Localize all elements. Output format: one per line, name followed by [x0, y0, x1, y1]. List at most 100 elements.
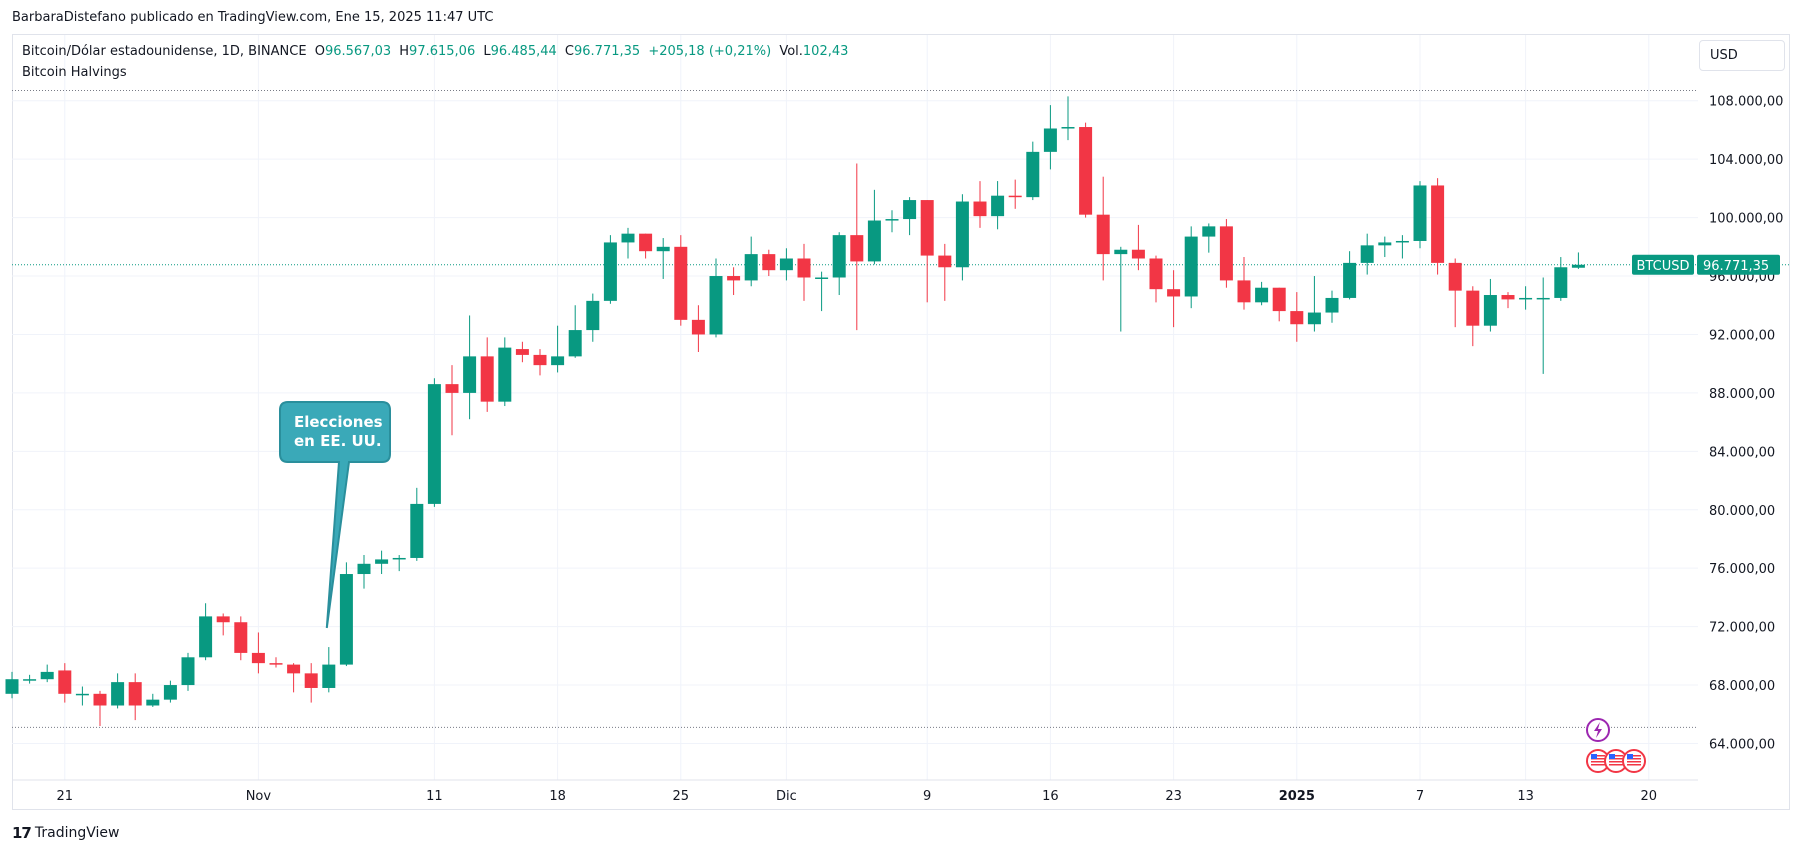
chart-frame	[12, 34, 1790, 810]
low-label: L	[483, 44, 491, 59]
candle-body	[1149, 258, 1163, 290]
candle-body	[1079, 127, 1093, 215]
candle	[973, 181, 987, 228]
candle	[1008, 179, 1022, 209]
candle	[498, 337, 512, 407]
x-tick-label: 11	[426, 789, 443, 804]
candle-body	[75, 693, 89, 696]
candle	[1431, 178, 1445, 275]
price-tag: BTCUSD 96.771,35	[1632, 254, 1780, 275]
candle	[709, 258, 723, 338]
price-tag-symbol-bg	[1632, 254, 1694, 275]
tradingview-logo[interactable]: 17 TradingView	[12, 824, 119, 842]
candle-body	[1202, 226, 1216, 237]
x-tick-label: 13	[1517, 789, 1534, 804]
candle	[216, 613, 230, 636]
candle-body	[955, 201, 969, 268]
x-tick-label: 20	[1641, 789, 1658, 804]
candle-body	[533, 354, 547, 366]
candle	[568, 305, 582, 358]
indicator-name[interactable]: Bitcoin Halvings	[22, 65, 127, 80]
candle	[991, 181, 1005, 230]
candle-body	[1571, 264, 1585, 268]
currency-selector[interactable]: USD	[1699, 40, 1785, 71]
candle-body	[146, 699, 160, 706]
candle-body	[621, 233, 635, 243]
price-tag-value: 96.771,35	[1703, 259, 1769, 274]
y-tick-label: 80.000,00	[1709, 504, 1775, 519]
candle-body	[920, 200, 934, 256]
us-flag-icon	[1622, 749, 1646, 773]
candle-body	[744, 254, 758, 281]
candle	[93, 690, 107, 726]
candle	[621, 227, 635, 259]
candle-body	[1026, 151, 1040, 198]
candle	[639, 233, 653, 259]
candle-body	[1360, 245, 1374, 263]
volume-label: Vol.	[779, 44, 803, 59]
candle	[815, 271, 829, 312]
open-label: O	[314, 44, 325, 59]
candle	[199, 603, 213, 661]
candle	[128, 673, 142, 721]
y-tick-label: 100.000,00	[1709, 212, 1783, 227]
candle-body	[603, 242, 617, 301]
candle	[1237, 257, 1251, 310]
candle	[551, 325, 565, 373]
candle	[1184, 226, 1198, 309]
candle-body	[163, 685, 177, 700]
candle	[1571, 252, 1585, 269]
candle	[903, 197, 917, 236]
candle-body	[1114, 249, 1128, 255]
close-label: C	[564, 44, 574, 59]
dotted-levels	[12, 90, 1790, 728]
y-tick-label: 84.000,00	[1709, 445, 1775, 460]
publisher-line: BarbaraDistefano publicado en TradingVie…	[12, 10, 494, 25]
annotation-line-2: en EE. UU.	[294, 432, 382, 450]
candle	[427, 378, 441, 507]
candle-body	[1219, 226, 1233, 281]
x-tick-label: 9	[923, 789, 931, 804]
high-label: H	[399, 44, 410, 59]
event-markers	[1586, 718, 1646, 773]
candle-body	[1167, 289, 1181, 297]
price-tag-value-bg	[1697, 254, 1780, 275]
candle-body	[269, 663, 283, 665]
candle-body	[1237, 280, 1251, 303]
candle	[304, 663, 318, 703]
candle-body	[885, 219, 899, 221]
candle	[1167, 270, 1181, 328]
candle-body	[1501, 295, 1515, 300]
candle	[392, 555, 406, 572]
candle-body	[463, 356, 477, 393]
candle	[339, 562, 353, 667]
candle-body	[427, 384, 441, 504]
candle	[1290, 292, 1304, 342]
candle-body	[727, 276, 741, 281]
candle-body	[762, 254, 776, 271]
close-value: 96.771,35	[574, 44, 641, 59]
candle-body	[691, 319, 705, 335]
candle-body	[181, 657, 195, 686]
x-tick-label: Nov	[246, 789, 272, 804]
candle	[938, 243, 952, 301]
candle-body	[586, 300, 600, 331]
candle-body	[5, 679, 19, 694]
candle-body	[1536, 297, 1550, 300]
candle	[111, 673, 125, 709]
us-flag-icon	[1586, 749, 1610, 773]
candle	[1483, 278, 1497, 332]
candle	[1026, 141, 1040, 201]
candle-body	[1307, 312, 1321, 325]
open-value: 96.567,03	[324, 44, 392, 59]
candle-body	[568, 330, 582, 357]
candle-body	[850, 235, 864, 262]
candle	[375, 550, 389, 575]
candle	[287, 663, 301, 693]
x-tick-label: Dic	[776, 789, 797, 804]
candle	[674, 235, 688, 326]
candle-body	[1343, 262, 1357, 298]
candle	[1131, 224, 1145, 271]
candle-body	[445, 384, 459, 393]
